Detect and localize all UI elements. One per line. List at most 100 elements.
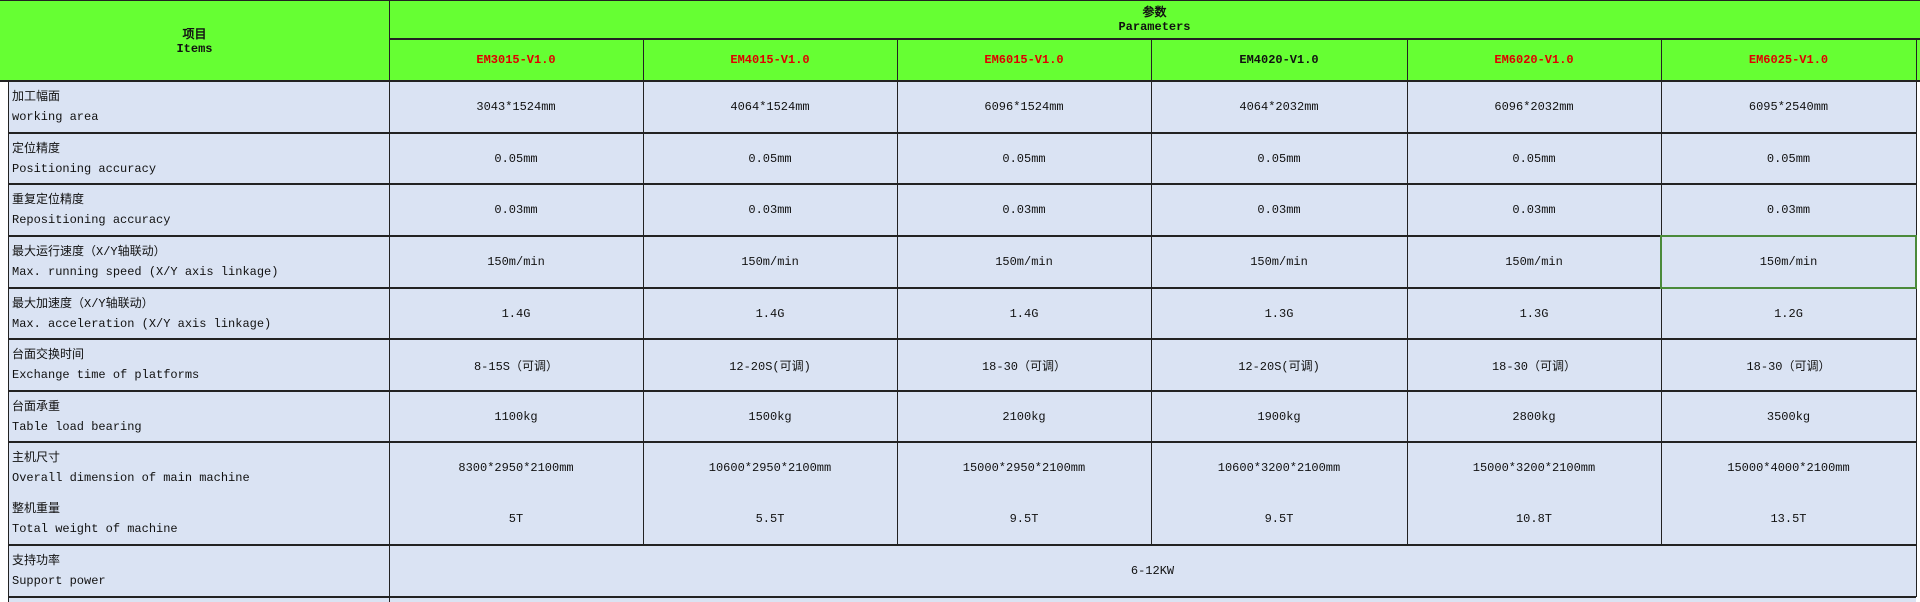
model-header: EM6015-V1.0 [984,53,1064,67]
table-cell[interactable]: 18-30（可调） [981,359,1066,374]
table-cell[interactable]: 0.03mm [1002,203,1046,217]
table-cell[interactable]: 150m/min [487,255,545,269]
grid-line [1916,39,1917,597]
row-label-en: Table load bearing [12,420,142,434]
row-label-en: Total weight of machine [12,522,178,536]
table-cell[interactable]: 10600*2950*2100mm [708,461,832,475]
table-cell[interactable]: 1.4G [1009,306,1039,321]
row-label-cn: 最大加速度（X/Y轴联动） [12,297,154,311]
table-cell[interactable]: 5T [508,512,524,526]
table-cell[interactable]: 12-20S(可调) [1238,359,1320,374]
model-header: EM3015-V1.0 [476,53,556,67]
model-header: EM4015-V1.0 [730,53,810,67]
row-label-cn: 重复定位精度 [12,193,85,207]
table-cell[interactable]: 9.5T [1264,512,1294,526]
grid-line [8,132,1916,134]
table-cell[interactable]: 0.05mm [1002,151,1046,166]
row-label-en: Repositioning accuracy [12,213,171,227]
table-cell[interactable]: 15000*3200*2100mm [1472,461,1596,475]
table-cell[interactable]: 4064*2032mm [1239,100,1319,114]
row-label-en: Exchange time of platforms [12,368,200,382]
items-header: 项目 Items [0,0,389,81]
table-cell[interactable]: 0.05mm [1512,151,1556,166]
grid-line [1151,39,1152,545]
row-label: 定位精度 Positioning accuracy [12,139,156,179]
table-cell[interactable]: 150m/min [1505,255,1563,269]
row-label: 整机重量 Total weight of machine [12,499,178,539]
table-cell[interactable]: 2100kg [1002,409,1046,424]
table-cell[interactable]: 6095*2540mm [1748,100,1829,114]
table-cell[interactable]: 2800kg [1512,409,1556,424]
table-cell[interactable]: 18-30（可调） [1491,359,1576,374]
table-cell[interactable]: 8-15S（可调） [473,359,558,374]
row-label: 重复定位精度 Repositioning accuracy [12,190,170,230]
grid-line [0,0,1920,1]
table-cell[interactable]: 150m/min [1250,255,1308,269]
table-cell[interactable]: 1.3G [1519,306,1549,321]
table-cell[interactable]: 15000*4000*2100mm [1727,461,1850,475]
table-cell[interactable]: 1.4G [755,306,785,321]
table-cell[interactable]: 8300*2950*2100mm [458,461,574,475]
model-header: EM6020-V1.0 [1494,53,1574,67]
table-cell[interactable]: 6096*1524mm [984,100,1064,114]
table-cell[interactable]: 12-20S(可调) [729,359,811,374]
table-cell[interactable]: 150m/min [995,255,1053,269]
support-power-value[interactable]: 6-12KW [1130,564,1175,578]
table-cell[interactable]: 9.5T [1009,512,1039,526]
table-cell[interactable]: 3500kg [1766,409,1811,424]
parameters-header-en: Parameters [1118,19,1191,34]
table-cell[interactable]: 13.5T [1770,512,1807,526]
row-label-cn: 支持功率 [12,554,61,568]
table-cell[interactable]: 150m/min [741,255,799,269]
table-cell[interactable]: 0.05mm [748,151,792,166]
grid-line [8,287,1916,289]
table-cell[interactable]: 0.03mm [1257,203,1301,217]
row-label: 最大加速度（X/Y轴联动） Max. acceleration (X/Y axis… [12,294,271,334]
table-cell[interactable]: 3043*1524mm [476,100,556,114]
grid-line [389,0,390,602]
table-cell[interactable]: 0.05mm [494,151,538,166]
table-cell[interactable]: 0.03mm [1512,203,1556,217]
grid-line [643,39,644,545]
table-cell[interactable]: 5.5T [755,512,785,526]
parameters-header: 参数 Parameters [389,0,1920,39]
row-label: 主机尺寸 Overall dimension of main machine [12,448,250,488]
row-label-en: Max. running speed (X/Y axis linkage) [12,265,279,279]
table-cell[interactable]: 0.03mm [1766,203,1811,217]
table-cell[interactable]: 0.05mm [1257,151,1301,166]
table-cell[interactable]: 15000*2950*2100mm [962,461,1086,475]
grid-line [0,80,1920,82]
row-label: 台面交换时间 Exchange time of platforms [12,345,199,385]
table-cell[interactable]: 1.4G [501,306,531,321]
row-label-en: Max. acceleration (X/Y axis linkage) [12,317,272,331]
parameters-header-cn: 参数 [1142,5,1167,20]
table-cell[interactable]: 1.3G [1264,306,1294,321]
row-label-cn: 定位精度 [12,142,61,156]
table-cell[interactable]: 0.05mm [1766,151,1811,166]
table-cell[interactable]: 1100kg [494,409,538,424]
table-cell[interactable]: 1900kg [1257,409,1301,424]
grid-line [8,390,1916,392]
table-cell[interactable]: 10.8T [1515,512,1552,526]
items-header-en: Items [176,42,213,56]
grid-line [1407,39,1408,545]
table-cell[interactable]: 150m/min [1759,255,1818,269]
items-header-cn: 项目 [182,28,207,42]
table-cell[interactable]: 0.03mm [494,203,538,217]
model-header: EM4020-V1.0 [1239,53,1319,67]
table-cell[interactable]: 0.03mm [748,203,792,217]
table-cell[interactable]: 6096*2032mm [1494,100,1574,114]
grid-line [8,183,1916,185]
table-cell[interactable]: 18-30（可调） [1746,359,1831,374]
selected-cell-outline[interactable] [1660,235,1917,289]
grid-line [8,235,1916,237]
model-header: EM6025-V1.0 [1748,53,1829,67]
grid-line [897,39,898,545]
table-cell[interactable]: 1.2G [1774,306,1803,321]
row-label-en: Positioning accuracy [12,162,157,176]
grid-line [8,338,1916,340]
table-cell[interactable]: 4064*1524mm [730,100,810,114]
table-cell[interactable]: 10600*3200*2100mm [1217,461,1341,475]
row-label-en: working area [12,110,99,124]
table-cell[interactable]: 1500kg [748,409,792,424]
